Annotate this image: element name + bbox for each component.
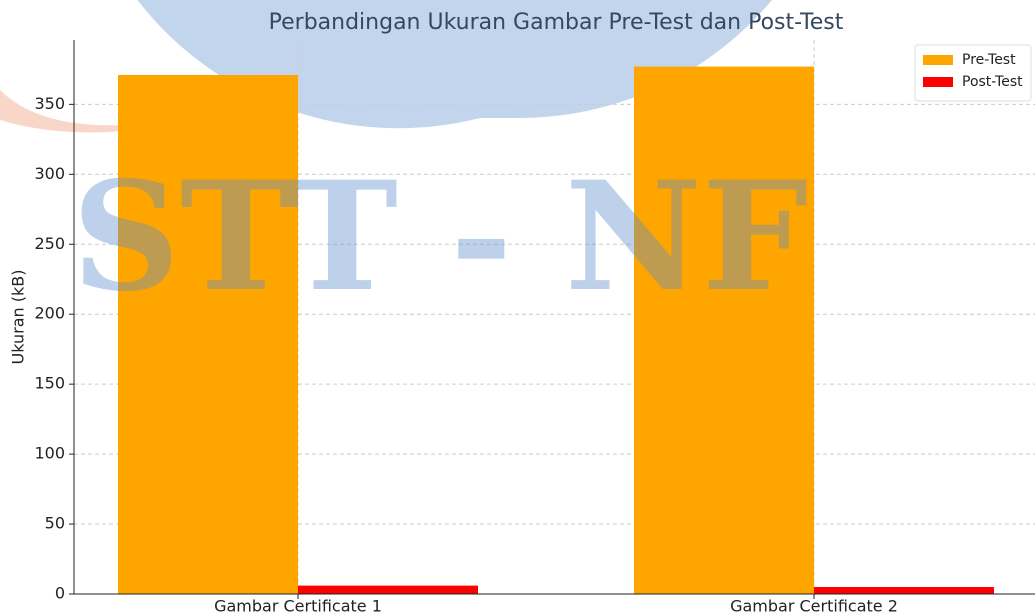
legend-swatch xyxy=(923,77,953,87)
bar xyxy=(634,66,814,594)
legend: Pre-Test Post-Test xyxy=(914,44,1032,102)
y-tick-label: 200 xyxy=(34,304,65,323)
legend-label: Pre-Test xyxy=(962,52,1016,68)
y-tick-label: 0 xyxy=(55,584,65,603)
y-tick-label: 100 xyxy=(34,444,65,463)
x-tick-label: Gambar Certificate 1 xyxy=(214,597,382,616)
y-tick-label: 50 xyxy=(45,514,65,533)
chart-title: Perbandingan Ukuran Gambar Pre-Test dan … xyxy=(269,10,844,35)
plot-area: 0 50 100 150 200 250 300 350 Gambar Certificate … xyxy=(34,40,1035,616)
bar xyxy=(298,585,478,594)
bar xyxy=(814,587,994,594)
y-axis-label: Ukuran (kB) xyxy=(9,270,28,365)
x-tick-label: Gambar Certificate 2 xyxy=(730,597,898,616)
y-tick-label: 150 xyxy=(34,374,65,393)
bar xyxy=(118,74,298,595)
legend-label: Post-Test xyxy=(962,74,1023,90)
legend-swatch xyxy=(923,55,953,65)
y-tick-label: 300 xyxy=(34,164,65,183)
y-tick-label: 250 xyxy=(34,234,65,253)
watermark-text: STT - NF xyxy=(72,149,809,325)
y-tick-label: 350 xyxy=(34,94,65,113)
